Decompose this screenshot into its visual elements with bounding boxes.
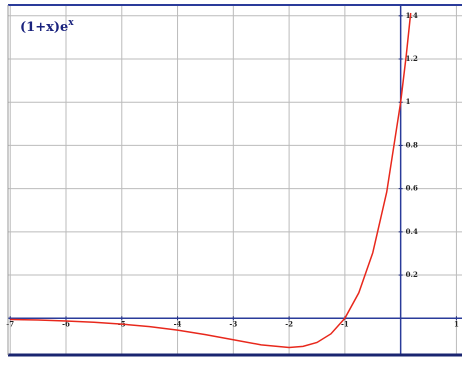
title-superscript: x (68, 18, 74, 28)
y-tick-label: 1.4 (406, 11, 418, 20)
y-tick-label: 0.8 (406, 140, 418, 149)
x-tick-label: 1 (454, 319, 459, 328)
y-tick-label: 1.2 (406, 54, 418, 63)
marks (10, 12, 412, 349)
y-tick-label: 0.6 (406, 184, 418, 193)
x-tick-label: -3 (229, 319, 237, 328)
x-tick-label: -2 (285, 319, 293, 328)
y-tick-label: 1 (406, 97, 411, 106)
x-tick-label: -4 (174, 319, 182, 328)
grid: -7 -6 -5 -4 -3 -2 -1 10.20.40.60.811.21.4 (6, 5, 462, 355)
y-tick-label: 0.4 (406, 227, 418, 236)
x-tick-label: -7 (6, 319, 14, 328)
y-tick-label: 0.2 (406, 270, 418, 279)
curve (10, 12, 412, 349)
x-tick-label: -1 (341, 319, 349, 328)
plot-area (8, 5, 462, 355)
title-base: (1+x)e (20, 20, 68, 35)
x-tick-label: -6 (62, 319, 70, 328)
chart-title: (1+x)ex (20, 18, 74, 35)
